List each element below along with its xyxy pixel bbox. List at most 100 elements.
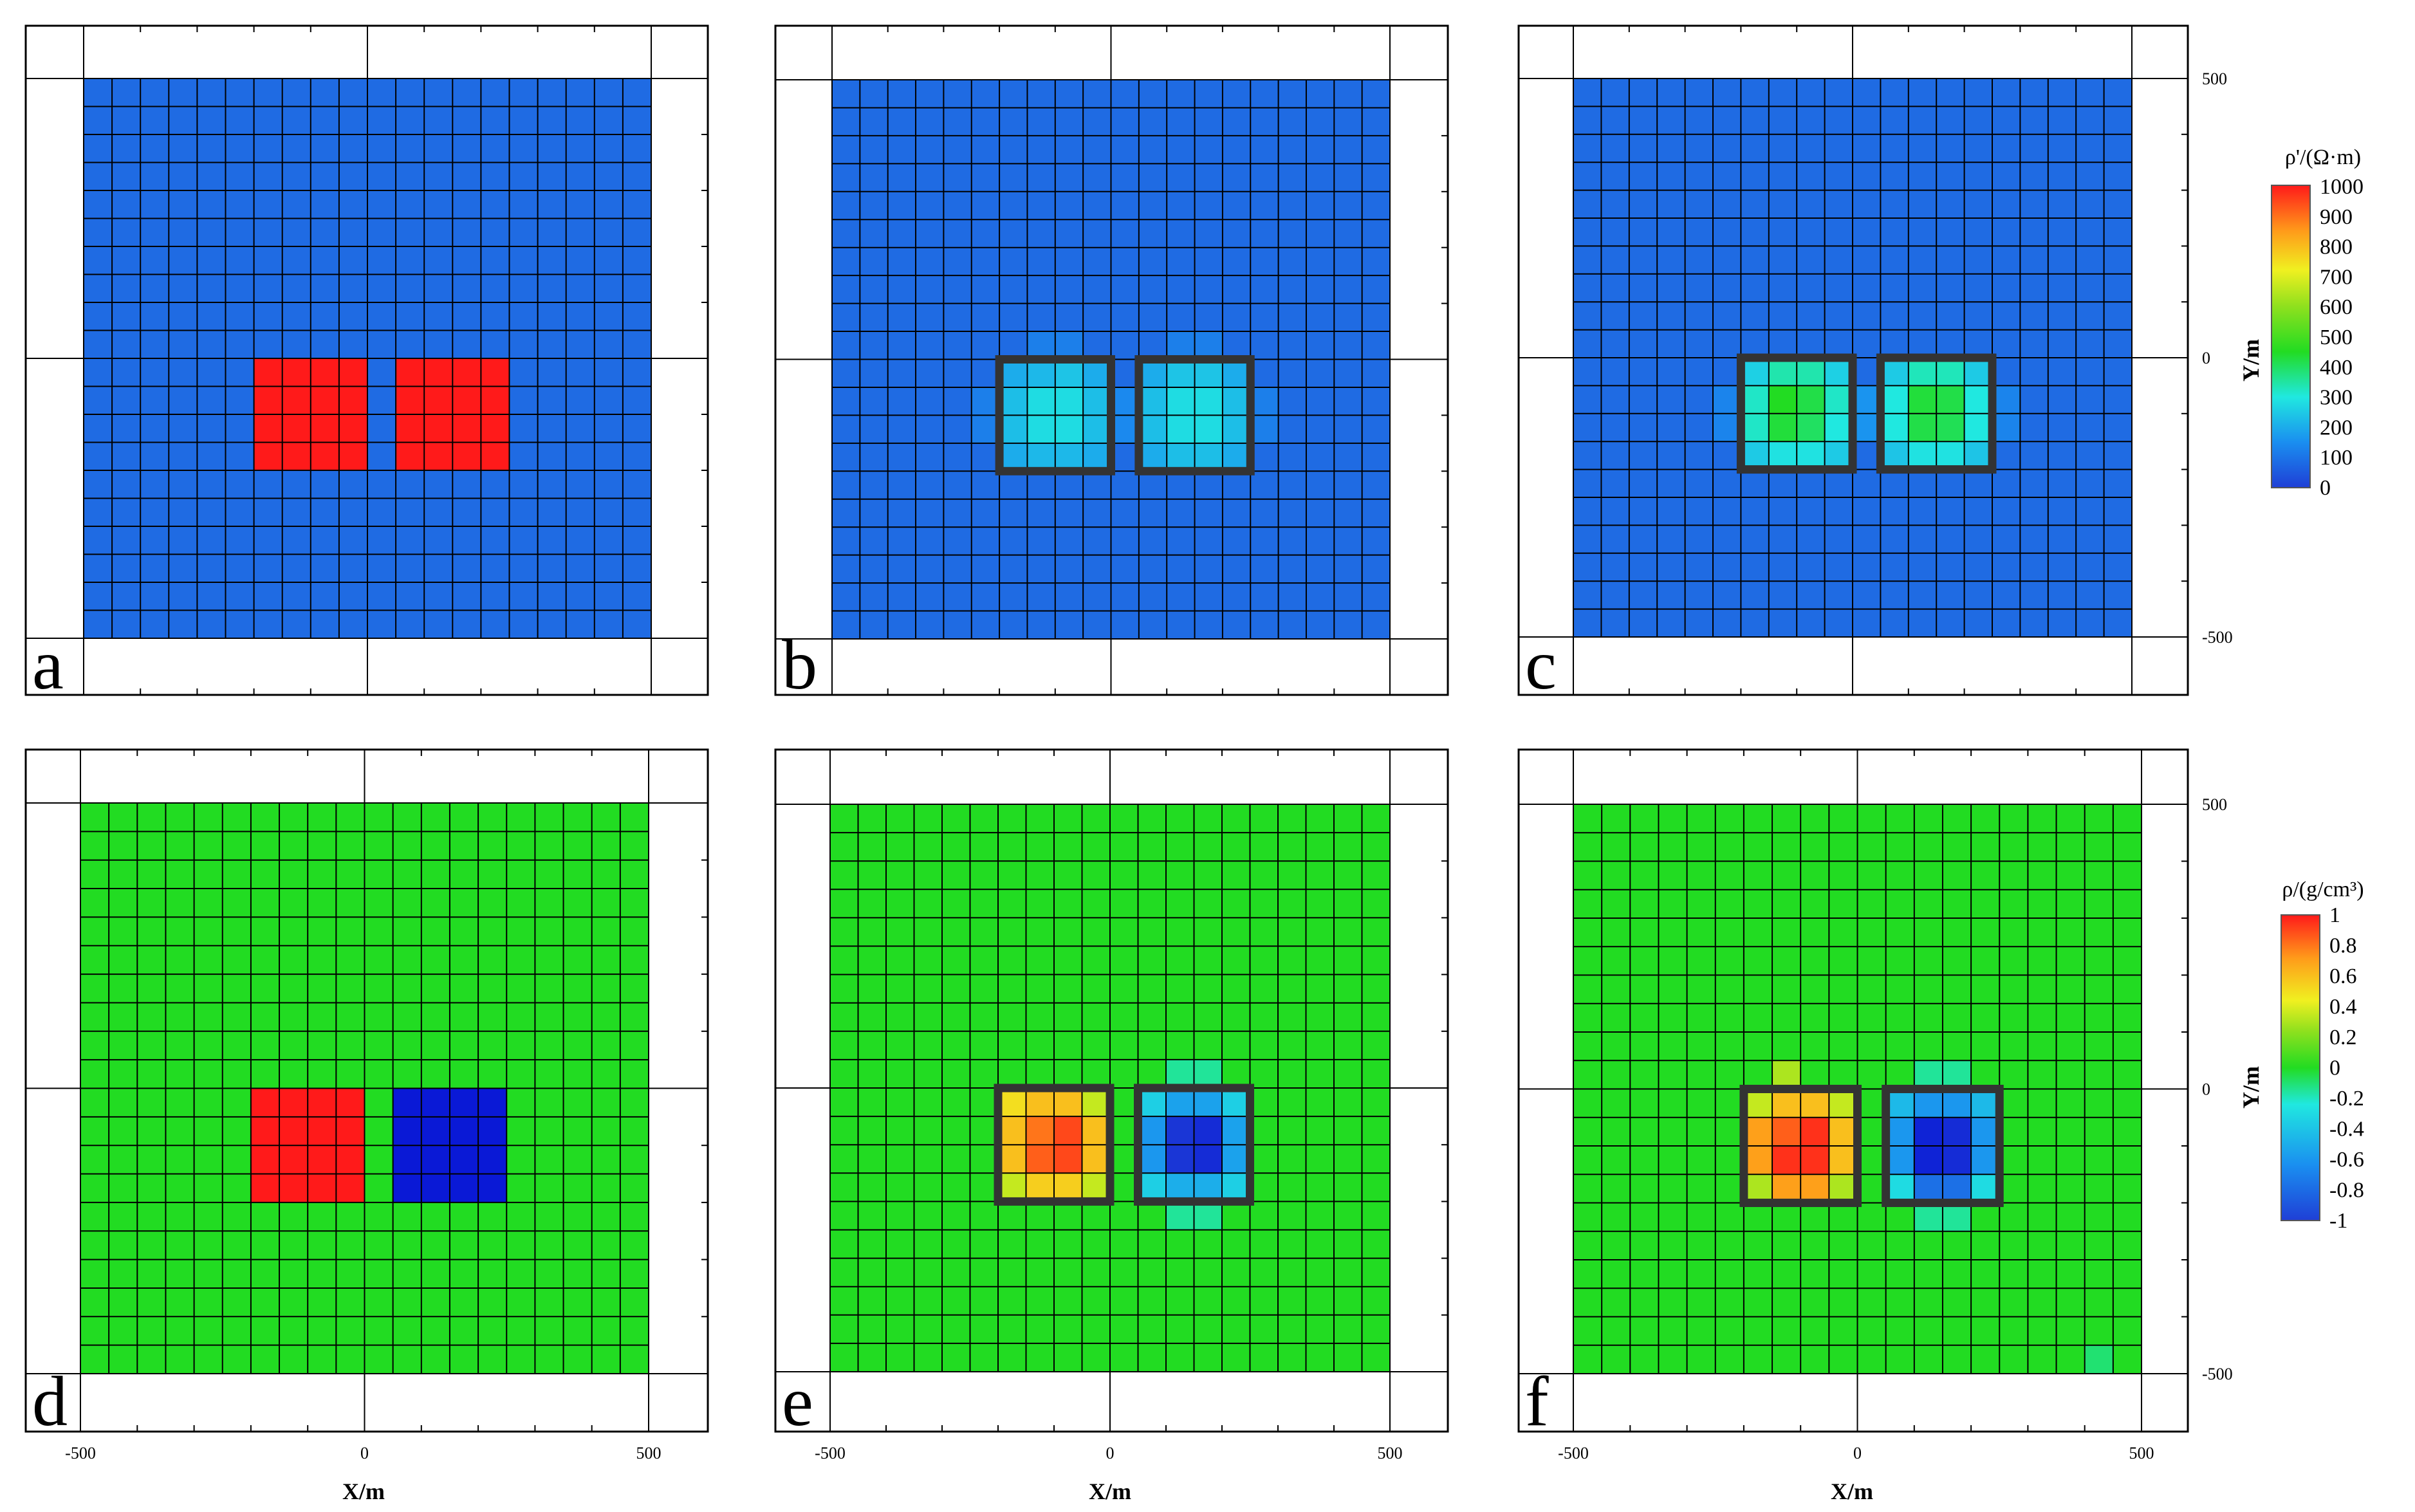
grid-cell: [1055, 471, 1084, 500]
grid-cell: [1278, 80, 1307, 108]
grid-cell: [1250, 833, 1279, 862]
grid-cell: [1936, 329, 1965, 358]
grid-cell: [1083, 611, 1111, 640]
grid-cell: [998, 833, 1026, 862]
grid-cell: [594, 582, 624, 611]
grid-cell: [1829, 1003, 1858, 1033]
grid-cell: [310, 246, 340, 275]
grid-cell: [887, 415, 916, 444]
grid-cell: [222, 974, 252, 1003]
grid-cell: [943, 275, 972, 304]
grid-cell: [1166, 1116, 1194, 1145]
grid-cell: [165, 831, 195, 861]
y-tick-label: -500: [2202, 628, 2233, 647]
grid-cell: [1964, 441, 1993, 470]
grid-cell: [1027, 303, 1056, 332]
grid-cell: [112, 414, 141, 443]
grid-cell: [506, 889, 535, 917]
grid-cell: [1772, 1231, 1801, 1260]
grid-cell: [2048, 190, 2077, 219]
grid-cell: [336, 803, 365, 832]
grid-cell: [279, 860, 308, 889]
grid-cell: [1685, 581, 1714, 610]
grid-cell: [943, 163, 972, 192]
grid-cell: [279, 831, 308, 861]
grid-cell: [225, 218, 255, 247]
grid-cell: [886, 1230, 914, 1259]
grid-cell: [887, 247, 916, 276]
grid-cell: [2076, 553, 2105, 582]
grid-cell: [998, 1258, 1026, 1287]
grid-cell: [1602, 1203, 1631, 1232]
grid-cell: [1829, 804, 1858, 833]
grid-cell: [1800, 946, 1829, 975]
grid-cell: [1880, 106, 1909, 135]
grid-cell: [1797, 385, 1826, 414]
grid-cell: [225, 610, 255, 639]
grid-cell: [1573, 1345, 1602, 1374]
grid-cell: [620, 1088, 649, 1118]
grid-cell: [364, 945, 394, 975]
grid-cell: [194, 889, 223, 917]
grid-cell: [971, 611, 1000, 640]
grid-cell: [367, 442, 396, 471]
tick-marks: [831, 26, 1448, 695]
grid-cell: [137, 1231, 166, 1260]
grid-cell: [1715, 1203, 1744, 1232]
grid-cell: [2048, 469, 2077, 498]
grid-cell: [1222, 804, 1250, 833]
grid-cell: [1362, 387, 1391, 416]
grid-cell: [2048, 162, 2077, 191]
grid-cell: [1829, 889, 1858, 919]
grid-cell: [887, 275, 916, 304]
grid-cell: [622, 190, 652, 219]
grid-cell: [1111, 443, 1140, 472]
grid-cell: [109, 831, 138, 861]
grid-cell: [452, 414, 481, 443]
grid-cell: [1824, 246, 1853, 275]
grid-cell: [566, 554, 595, 583]
grid-cell: [1971, 1146, 2000, 1175]
grid-cell: [2020, 469, 2049, 498]
grid-cell: [1222, 555, 1251, 584]
grid-cell: [367, 246, 396, 275]
grid-cell: [1658, 833, 1688, 862]
grid-cell: [1362, 527, 1391, 556]
grid-cell: [563, 1316, 593, 1346]
grid-cell: [481, 302, 510, 331]
grid-cell: [860, 80, 889, 108]
grid-cell: [1857, 975, 1887, 1004]
grid-cell: [1054, 1031, 1082, 1060]
panel-d: d-500 0 500: [24, 748, 709, 1462]
grid-cell: [1573, 861, 1602, 890]
grid-cell: [1278, 861, 1306, 890]
grid-cell: [2113, 889, 2142, 919]
grid-cell: [1250, 107, 1279, 136]
grid-cell: [1027, 415, 1056, 444]
grid-cell: [2076, 385, 2105, 414]
grid-cell: [1138, 946, 1167, 975]
grid-cell: [279, 1088, 308, 1118]
grid-cell: [194, 1287, 223, 1317]
grid-cell: [1936, 190, 1965, 219]
grid-cell: [1824, 78, 1853, 107]
grid-cell: [1573, 1060, 1602, 1089]
grid-cell: [421, 974, 450, 1003]
grid-cell: [1942, 833, 1972, 862]
grid-cell: [1250, 387, 1279, 416]
grid-cell: [1138, 471, 1167, 500]
grid-cell: [2048, 134, 2077, 163]
grid-cell: [421, 860, 450, 889]
grid-cell: [1278, 1059, 1306, 1089]
grid-cell: [858, 1088, 887, 1117]
grid-cell: [225, 554, 255, 583]
grid-cell: [535, 1316, 564, 1346]
grid-cell: [310, 162, 340, 191]
grid-cell: [1111, 611, 1140, 640]
grid-cell: [1138, 1201, 1167, 1230]
grid-cell: [594, 498, 624, 527]
grid-cell: [112, 302, 141, 331]
grid-cell: [537, 386, 567, 415]
grid-cell: [396, 78, 425, 107]
